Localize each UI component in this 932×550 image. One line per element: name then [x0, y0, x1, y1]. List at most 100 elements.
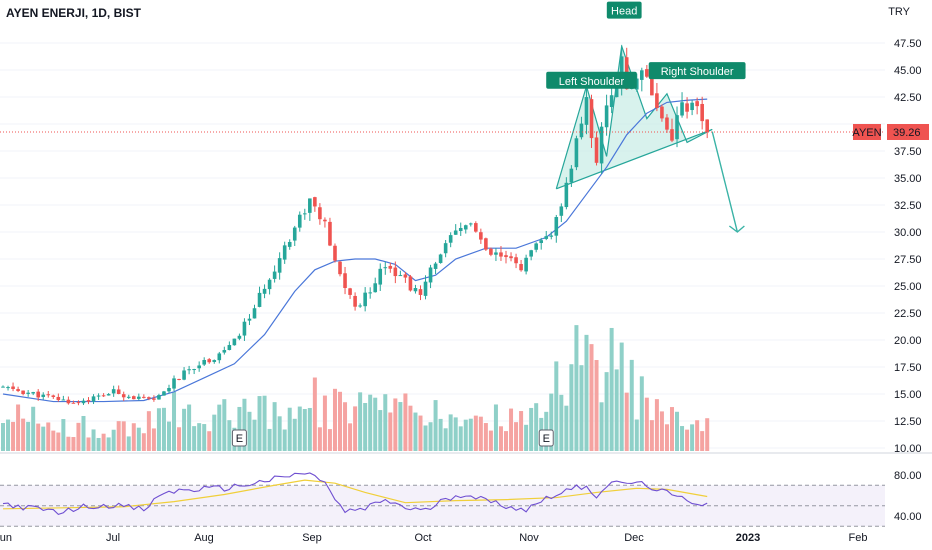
volume-bar: [368, 394, 373, 451]
volume-bar: [287, 407, 292, 451]
candle-body: [549, 235, 554, 237]
volume-bar: [277, 416, 282, 451]
candle-body: [438, 254, 443, 263]
volume-bar: [408, 405, 413, 451]
candle-body: [584, 97, 589, 125]
candle-body: [96, 395, 101, 397]
candle-body: [383, 267, 388, 269]
candle-body: [192, 369, 196, 371]
candle-body: [348, 288, 352, 295]
volume-bar: [675, 411, 680, 451]
candle-body: [111, 389, 116, 394]
symbol-tag: [853, 123, 881, 140]
candle-body: [297, 214, 302, 228]
candle-body: [433, 263, 438, 269]
volume-bar: [509, 408, 514, 451]
volume-bar: [644, 397, 649, 451]
candle-body: [142, 396, 146, 398]
volume-bar: [353, 406, 358, 451]
volume-bar: [151, 428, 156, 451]
candle-body: [514, 257, 518, 264]
candle-body: [76, 402, 81, 404]
candle-body: [26, 392, 30, 394]
candle-body: [645, 69, 649, 77]
volume-bar: [227, 420, 232, 451]
volume-bar: [343, 402, 348, 451]
volume-bar: [71, 437, 76, 451]
price-tick-label: 25.00: [894, 281, 922, 293]
volume-bar: [272, 402, 277, 451]
volume-bar: [257, 396, 262, 451]
pattern-label: Right Shoulder: [661, 66, 734, 78]
candle-body: [86, 400, 91, 402]
volume-bar: [438, 418, 443, 451]
candle-body: [564, 182, 569, 208]
chart-title: AYEN ENERJI, 1D, BIST: [6, 6, 141, 20]
event-marker: [538, 429, 554, 447]
volume-bar: [237, 406, 242, 451]
candle-body: [554, 217, 559, 236]
volume-bar: [448, 414, 453, 451]
volume-bar: [700, 431, 705, 451]
candle-body: [670, 129, 674, 141]
candle-body: [207, 359, 212, 363]
time-tick-label: Nov: [519, 532, 539, 544]
volume-bar: [609, 327, 614, 451]
candle-body: [21, 390, 25, 395]
volume-bar: [6, 419, 11, 451]
volume-bar: [131, 423, 136, 451]
candle-body: [31, 392, 35, 394]
candle-body: [152, 398, 156, 400]
candle-body: [474, 223, 478, 232]
candle-body: [499, 252, 503, 257]
price-tick-label: 32.50: [894, 200, 922, 212]
candle-body: [36, 391, 41, 398]
candle-body: [137, 396, 141, 399]
volume-bar: [695, 420, 700, 451]
candle-body: [353, 295, 357, 307]
candle-body: [619, 56, 624, 86]
volume-bar: [433, 400, 438, 451]
price-tick-label: 20.00: [894, 335, 922, 347]
volume-bar: [177, 427, 182, 451]
rsi-tick-label: 40.00: [894, 511, 922, 523]
price-tick-label: 15.00: [894, 389, 922, 401]
candle-body: [524, 257, 528, 272]
volume-bar: [76, 422, 81, 451]
price-tick-label: 10.00: [894, 443, 922, 455]
candle-body: [408, 276, 413, 291]
volume-bar: [31, 406, 36, 451]
volume-bar: [619, 342, 624, 451]
volume-bar: [498, 426, 503, 451]
volume-bar: [649, 420, 654, 451]
axes: AYEN 39.26 47.50 45.00 42.50 37.50 35.00 32.50 3…: [0, 38, 929, 544]
candle-body: [257, 292, 262, 307]
volume-bar: [594, 360, 599, 451]
candle-body: [599, 126, 604, 164]
volume-bar: [388, 412, 393, 451]
candle-body: [11, 386, 15, 389]
volume-bar: [81, 415, 86, 451]
candle-body: [318, 207, 322, 220]
candle-body: [373, 283, 378, 293]
volume-bar: [579, 365, 584, 451]
candle-body: [640, 70, 644, 80]
volume-bar: [669, 407, 674, 451]
candle-body: [282, 245, 287, 260]
candle-body: [705, 119, 709, 132]
target-arrow-head: [728, 225, 745, 233]
rsi-pane: 80.00 40.00: [0, 470, 922, 527]
candle-body: [106, 394, 111, 396]
volume-bar: [46, 422, 51, 451]
candle-body: [685, 103, 689, 112]
volume-bar: [56, 432, 61, 451]
pattern-label-box: [648, 62, 746, 80]
volume-bar: [192, 426, 197, 451]
volume-bar: [524, 424, 529, 451]
volume-bar: [559, 394, 564, 451]
volume-bar: [332, 388, 337, 451]
candle-body: [479, 232, 483, 240]
price-tick-label: 47.50: [894, 38, 922, 50]
volume-bar: [458, 426, 463, 451]
candle-body: [579, 123, 584, 138]
